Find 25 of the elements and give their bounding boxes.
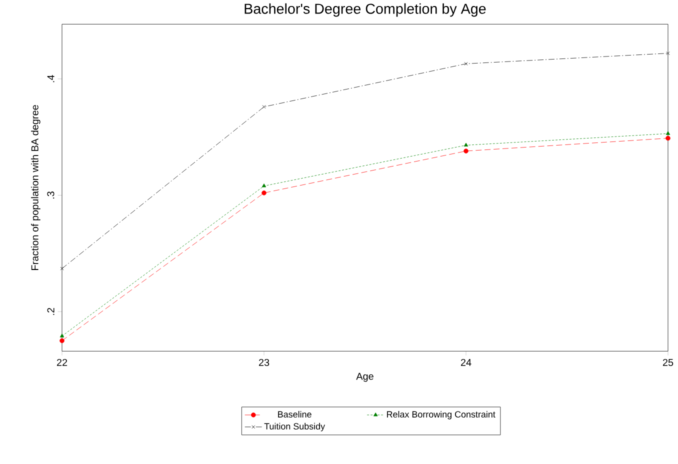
x-axis-title: Age [356,372,374,382]
chart-title: Bachelor's Degree Completion by Age [244,3,486,17]
point [262,183,266,188]
point [666,131,670,135]
x-tick-label: 22 [56,358,68,366]
point [666,136,670,141]
legend-label: Baseline [278,410,312,418]
point [60,266,64,270]
x-tick-label: 23 [258,358,270,366]
point [60,334,64,338]
y-tick-label: .3 [47,191,54,198]
point [262,190,266,196]
y-axis-title: Fraction of population with BA degree [31,105,40,270]
x-tick-label: 25 [662,358,674,366]
point [666,51,670,55]
point [464,142,468,146]
y-tick-label: .4 [47,74,54,82]
x-tick-label: 24 [460,358,472,366]
y-tick-label: .2 [47,308,54,315]
point [464,148,468,154]
point [262,104,266,108]
point [60,338,64,344]
legend-label: Tuition Subsidy [264,422,326,432]
point [464,62,468,66]
legend-label: Relax Borrowing Constraint [387,410,496,420]
